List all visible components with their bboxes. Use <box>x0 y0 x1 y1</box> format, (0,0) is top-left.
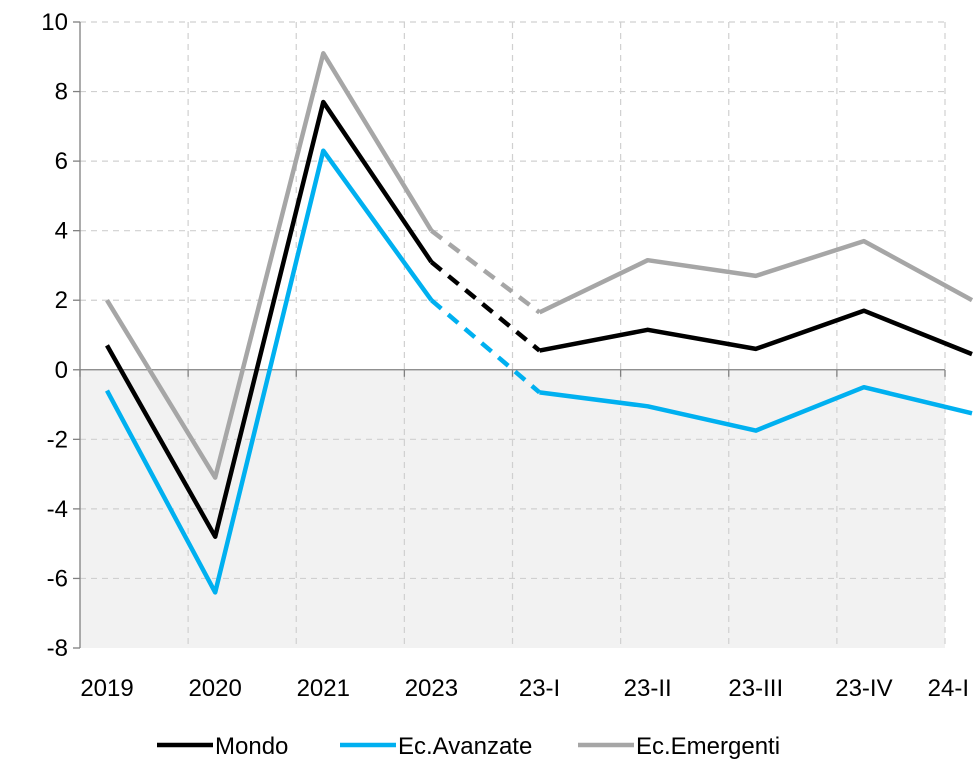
x-tick-label: 24-I <box>928 675 969 702</box>
series-lines <box>105 51 973 595</box>
x-tick-label: 23-I <box>519 675 560 702</box>
series-line-dashed <box>429 260 541 353</box>
y-tick-label: -4 <box>47 496 68 523</box>
y-tick-label: 2 <box>55 287 68 314</box>
legend-label: Mondo <box>215 733 288 760</box>
y-tick-label: -2 <box>47 426 68 453</box>
y-tick-label: 10 <box>41 9 68 36</box>
series-line-solid <box>105 99 434 539</box>
y-tick-label: 6 <box>55 148 68 175</box>
series-line-dashed <box>429 298 541 395</box>
series-line-solid <box>105 51 434 480</box>
x-tick-label: 2021 <box>297 675 350 702</box>
gridlines <box>80 21 946 648</box>
x-tick-label: 2020 <box>188 675 241 702</box>
axes <box>73 21 946 649</box>
series-line-solid <box>538 238 973 315</box>
series-line-solid <box>105 148 434 595</box>
series-line-solid <box>539 384 973 433</box>
y-tick-label: 0 <box>55 357 68 384</box>
y-tick-label: 8 <box>55 79 68 106</box>
y-tick-labels: 10 8 6 4 2 0 -2 -4 -6 -8 <box>41 9 68 662</box>
legend-label: Ec.Avanzate <box>398 733 532 760</box>
x-tick-labels: 2019 2020 2021 2023 23-I 23-II 23-III 23-IV 24-I <box>80 675 969 702</box>
x-tick-label: 2023 <box>405 675 458 702</box>
x-tick-label: 23-II <box>624 675 672 702</box>
legend: Mondo Ec.Avanzate Ec.Emergenti <box>157 733 780 760</box>
x-tick-label: 2019 <box>80 675 133 702</box>
y-tick-label: -8 <box>47 635 68 662</box>
series-line-solid <box>539 308 973 357</box>
x-tick-label: 23-III <box>728 675 783 702</box>
x-tick-label: 23-IV <box>835 675 892 702</box>
series-line-dashed <box>430 228 541 315</box>
y-tick-label: 4 <box>55 218 68 245</box>
y-tick-label: -6 <box>47 565 68 592</box>
legend-label: Ec.Emergenti <box>636 733 780 760</box>
